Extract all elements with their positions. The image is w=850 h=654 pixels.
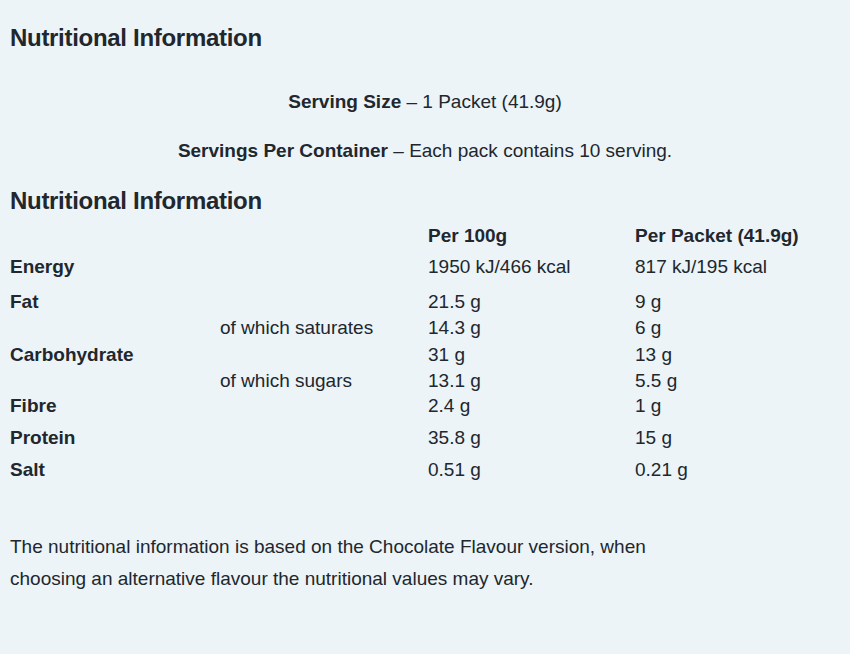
servings-per-container-label: Servings Per Container	[178, 140, 388, 161]
nutrient-label: Energy	[10, 256, 74, 278]
table-row-saturates: of which saturates 14.3 g 6 g	[0, 317, 850, 344]
servings-per-container-value: – Each pack contains 10 serving.	[393, 140, 672, 161]
table-heading: Nutritional Information	[10, 187, 262, 215]
table-header-row: Per 100g Per Packet (41.9g)	[0, 225, 850, 256]
table-row-fat: Fat 21.5 g 9 g	[0, 291, 850, 317]
serving-size-label: Serving Size	[288, 91, 401, 112]
column-header-per-packet: Per Packet (41.9g)	[635, 225, 799, 247]
table-row-salt: Salt 0.51 g 0.21 g	[0, 459, 850, 483]
nutrient-label: Protein	[10, 427, 75, 449]
servings-per-container-line: Servings Per Container – Each pack conta…	[0, 139, 850, 163]
value-per-100g: 35.8 g	[428, 427, 481, 449]
table-row-protein: Protein 35.8 g 15 g	[0, 427, 850, 459]
value-per-packet: 0.21 g	[635, 459, 688, 481]
value-per-100g: 31 g	[428, 344, 465, 366]
value-per-100g: 21.5 g	[428, 291, 481, 313]
nutrient-sublabel: of which sugars	[220, 370, 352, 392]
page-title: Nutritional Information	[10, 24, 262, 52]
table-row-carbohydrate: Carbohydrate 31 g 13 g	[0, 344, 850, 370]
flavour-disclaimer-text: The nutritional information is based on …	[10, 531, 690, 595]
serving-size-line: Serving Size – 1 Packet (41.9g)	[0, 90, 850, 114]
value-per-100g: 2.4 g	[428, 395, 470, 417]
serving-size-value: – 1 Packet (41.9g)	[407, 91, 562, 112]
value-per-packet: 15 g	[635, 427, 672, 449]
value-per-packet: 6 g	[635, 317, 661, 339]
value-per-packet: 1 g	[635, 395, 661, 417]
table-row-sugars: of which sugars 13.1 g 5.5 g	[0, 370, 850, 395]
value-per-packet: 5.5 g	[635, 370, 677, 392]
value-per-100g: 13.1 g	[428, 370, 481, 392]
column-header-per-100g: Per 100g	[428, 225, 507, 247]
nutrient-label: Fat	[10, 291, 39, 313]
value-per-100g: 1950 kJ/466 kcal	[428, 256, 571, 278]
value-per-100g: 0.51 g	[428, 459, 481, 481]
nutrition-table: Per 100g Per Packet (41.9g) Energy 1950 …	[0, 225, 850, 483]
table-row-energy: Energy 1950 kJ/466 kcal 817 kJ/195 kcal	[0, 256, 850, 291]
value-per-packet: 13 g	[635, 344, 672, 366]
value-per-packet: 9 g	[635, 291, 661, 313]
value-per-packet: 817 kJ/195 kcal	[635, 256, 767, 278]
nutrient-sublabel: of which saturates	[220, 317, 373, 339]
nutritional-information-panel: Nutritional Information Serving Size – 1…	[0, 0, 850, 654]
nutrient-label: Fibre	[10, 395, 56, 417]
nutrient-label: Carbohydrate	[10, 344, 134, 366]
table-row-fibre: Fibre 2.4 g 1 g	[0, 395, 850, 427]
value-per-100g: 14.3 g	[428, 317, 481, 339]
nutrient-label: Salt	[10, 459, 45, 481]
table-body: Energy 1950 kJ/466 kcal 817 kJ/195 kcal …	[0, 256, 850, 483]
